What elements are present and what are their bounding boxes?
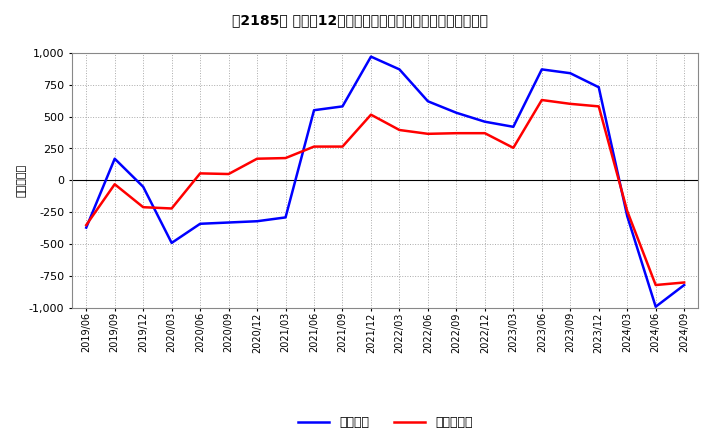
経常利益 bbox=[310, 107, 318, 113]
経常利益 bbox=[366, 54, 375, 59]
経常利益 bbox=[395, 67, 404, 72]
経常利益 bbox=[623, 213, 631, 219]
Legend: 経常利益, 当期純利益: 経常利益, 当期純利益 bbox=[293, 411, 477, 434]
Y-axis label: （百万円）: （百万円） bbox=[16, 164, 26, 197]
当期純利益 bbox=[623, 209, 631, 214]
当期純利益 bbox=[82, 222, 91, 228]
当期純利益 bbox=[366, 112, 375, 117]
当期純利益 bbox=[310, 144, 318, 149]
当期純利益 bbox=[338, 144, 347, 149]
当期純利益 bbox=[509, 145, 518, 150]
当期純利益 bbox=[282, 155, 290, 161]
経常利益 bbox=[253, 219, 261, 224]
経常利益 bbox=[595, 84, 603, 90]
当期純利益 bbox=[225, 171, 233, 176]
経常利益 bbox=[680, 282, 688, 288]
Line: 当期純利益: 当期純利益 bbox=[86, 100, 684, 285]
当期純利益 bbox=[196, 171, 204, 176]
経常利益 bbox=[82, 225, 91, 230]
経常利益 bbox=[110, 156, 119, 161]
経常利益 bbox=[338, 104, 347, 109]
Text: ［2185］ 利益だ12か月移動合計の対前年同期増減額の推移: ［2185］ 利益だ12か月移動合計の対前年同期増減額の推移 bbox=[232, 13, 488, 27]
当期純利益 bbox=[566, 101, 575, 106]
経常利益 bbox=[652, 304, 660, 309]
経常利益 bbox=[282, 215, 290, 220]
経常利益 bbox=[480, 119, 489, 125]
経常利益 bbox=[225, 220, 233, 225]
経常利益 bbox=[423, 99, 432, 104]
当期純利益 bbox=[595, 104, 603, 109]
経常利益 bbox=[139, 184, 148, 189]
当期純利益 bbox=[537, 97, 546, 103]
当期純利益 bbox=[110, 182, 119, 187]
当期純利益 bbox=[395, 127, 404, 132]
経常利益 bbox=[196, 221, 204, 227]
当期純利益 bbox=[253, 156, 261, 161]
当期純利益 bbox=[652, 282, 660, 288]
経常利益 bbox=[566, 70, 575, 76]
当期純利益 bbox=[452, 131, 461, 136]
経常利益 bbox=[167, 240, 176, 246]
当期純利益 bbox=[139, 205, 148, 210]
当期純利益 bbox=[680, 280, 688, 285]
Line: 経常利益: 経常利益 bbox=[86, 57, 684, 307]
当期純利益 bbox=[480, 131, 489, 136]
経常利益 bbox=[537, 67, 546, 72]
経常利益 bbox=[509, 124, 518, 129]
当期純利益 bbox=[423, 131, 432, 136]
経常利益 bbox=[452, 110, 461, 115]
当期純利益 bbox=[167, 206, 176, 211]
